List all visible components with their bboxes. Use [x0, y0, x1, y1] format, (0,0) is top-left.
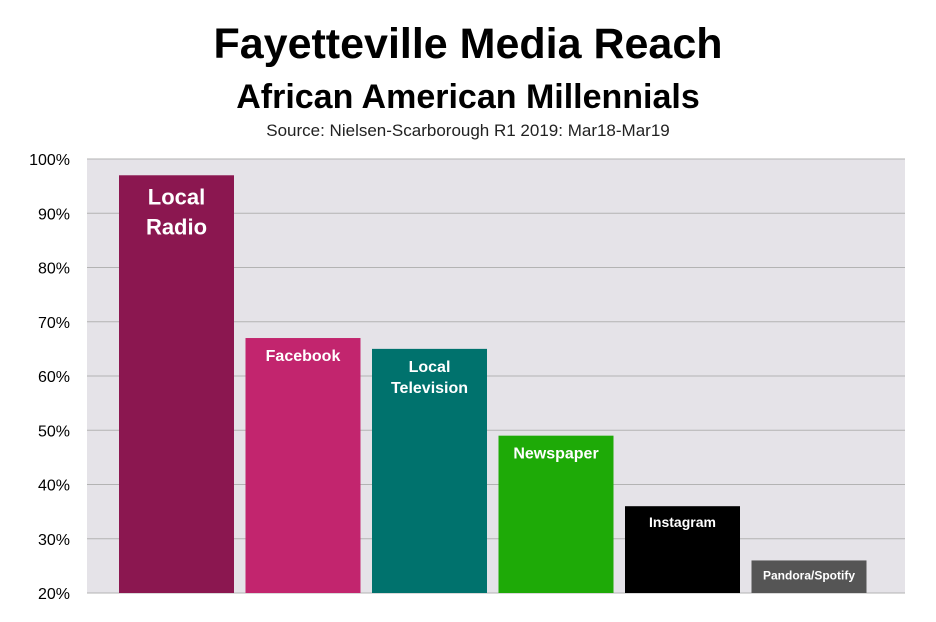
- bar: [119, 175, 234, 593]
- y-tick-label: 60%: [38, 369, 70, 386]
- y-tick-label: 70%: [38, 315, 70, 332]
- bar-label-line: Pandora/Spotify: [763, 568, 855, 582]
- y-tick-label: 40%: [38, 478, 70, 495]
- bar: [625, 506, 740, 593]
- bar: [372, 348, 487, 593]
- bar-label: Local Television: [391, 359, 468, 397]
- chart-source: Source: Nielsen-Scarborough R1 2019: Mar…: [266, 121, 670, 140]
- chart-title: Fayetteville Media Reach: [213, 20, 723, 68]
- y-tick-label: 50%: [38, 423, 70, 440]
- y-tick-label: 90%: [38, 206, 70, 223]
- bar-label-line: Local: [148, 184, 205, 209]
- bar-label-line: Local: [409, 359, 451, 376]
- bar-label: Facebook: [266, 348, 341, 365]
- bar-label-line: Facebook: [266, 348, 341, 365]
- bar: [751, 560, 867, 593]
- bar-label: Newspaper: [513, 446, 598, 463]
- bar-label-line: Radio: [146, 214, 207, 239]
- y-tick-label: 80%: [38, 261, 70, 278]
- y-tick-label: 30%: [38, 532, 70, 549]
- y-tick-label: 100%: [29, 152, 70, 169]
- bar-label: Pandora/Spotify: [763, 568, 855, 582]
- bar: [245, 338, 361, 593]
- bar-label-line: Instagram: [649, 514, 716, 530]
- bar: [498, 435, 614, 593]
- bar-label: Local Radio: [146, 184, 207, 239]
- bar-label-line: Television: [391, 380, 468, 397]
- chart-subtitle: African American Millennials: [236, 78, 700, 116]
- bar-label: Instagram: [649, 514, 716, 530]
- y-tick-label: 20%: [38, 586, 70, 603]
- bar-label-line: Newspaper: [513, 446, 598, 463]
